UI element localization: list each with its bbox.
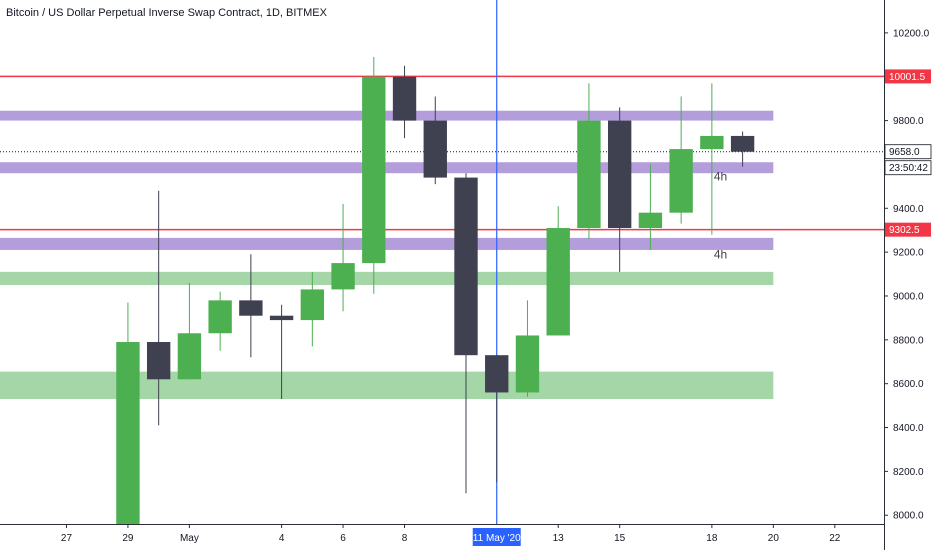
line-price-tag: 9302.5 <box>885 222 931 237</box>
candle-body <box>515 335 540 393</box>
x-tick-label: 13 <box>553 533 565 544</box>
countdown-tag: 23:50:42 <box>885 160 931 175</box>
line-price-tag-bg <box>885 69 931 84</box>
y-tick-label: 8200.0 <box>893 467 924 478</box>
candle-body <box>669 149 693 213</box>
candle-body <box>454 177 478 356</box>
line-price-tag-bg <box>885 222 931 237</box>
zone-band <box>0 110 774 121</box>
candle[interactable] <box>577 83 601 239</box>
candle[interactable] <box>362 57 386 294</box>
current-price-tag-bg <box>885 144 931 159</box>
current-price-tag-border <box>884 144 932 160</box>
candle-body <box>546 228 570 336</box>
x-tick-label: 8 <box>402 533 408 544</box>
candle[interactable] <box>607 107 632 272</box>
candle[interactable] <box>423 96 447 185</box>
line-price-tag: 10001.5 <box>885 69 931 84</box>
candle-body <box>638 212 663 229</box>
zone-bands <box>0 110 774 400</box>
candle-body <box>577 120 601 229</box>
annotation-label[interactable]: 4h <box>714 169 727 183</box>
y-tick-label: 8600.0 <box>893 379 924 390</box>
current-price-tag-text: 9658.0 <box>889 147 920 158</box>
candle-body <box>607 120 632 229</box>
y-tick-label: 10200.0 <box>893 28 930 39</box>
candle[interactable] <box>331 203 355 312</box>
y-tick-label: 8400.0 <box>893 423 924 434</box>
x-tick-label: 4 <box>279 533 285 544</box>
candle-body <box>146 342 171 380</box>
x-tick-label: 18 <box>706 533 718 544</box>
y-tick-label: 8800.0 <box>893 335 924 346</box>
annotation-label[interactable]: 4h <box>714 247 727 261</box>
candle[interactable] <box>638 164 663 250</box>
candle-body <box>423 120 447 178</box>
price-tags: 10001.5 9302.5 9658.0 23:50:42 11 May '20 <box>472 69 932 546</box>
candle-body <box>700 135 724 150</box>
current-price-tag: 9658.0 <box>885 144 931 159</box>
candle-body <box>392 76 417 121</box>
vertical-marker-date-text: 11 May '20 <box>473 533 521 544</box>
x-tick-label: 29 <box>122 533 134 544</box>
x-tick-label: 27 <box>61 533 73 544</box>
candle[interactable] <box>700 83 724 235</box>
vertical-marker-date-bg <box>472 528 521 546</box>
countdown-tag-text: 23:50:42 <box>889 163 928 174</box>
countdown-tag-bg <box>885 160 931 175</box>
line-price-tag-text: 9302.5 <box>889 225 920 236</box>
x-tick-label: May <box>180 533 199 544</box>
candle-body <box>485 355 509 393</box>
candle[interactable] <box>239 254 263 358</box>
candle[interactable] <box>669 96 693 224</box>
candle[interactable] <box>300 271 325 347</box>
y-tick-label: 9000.0 <box>893 291 924 302</box>
candle-body <box>300 289 325 321</box>
candle-body <box>269 315 294 321</box>
y-tick-label: 9800.0 <box>893 116 924 127</box>
candle-body <box>362 76 386 264</box>
candle[interactable] <box>177 282 202 380</box>
y-tick-label: 9400.0 <box>893 204 924 215</box>
vertical-marker-date-tag: 11 May '20 <box>472 528 521 546</box>
candle[interactable] <box>485 355 509 483</box>
zone-band <box>0 371 774 400</box>
zone-band <box>0 237 774 250</box>
candle-body <box>331 263 355 290</box>
x-tick-label: 6 <box>340 533 346 544</box>
candle-body <box>208 300 232 334</box>
candle-body <box>239 300 263 316</box>
candle[interactable] <box>146 190 171 426</box>
candle[interactable] <box>269 304 294 400</box>
annotations: 4h 4h <box>714 169 727 261</box>
candle-body <box>177 333 202 380</box>
y-tick-label: 8000.0 <box>893 511 924 522</box>
candles <box>116 57 755 524</box>
countdown-tag-border <box>884 160 932 176</box>
candle[interactable] <box>730 131 755 167</box>
candle[interactable] <box>208 291 232 351</box>
candle[interactable] <box>116 302 140 524</box>
chart-title: Bitcoin / US Dollar Perpetual Inverse Sw… <box>6 7 327 19</box>
x-tick-label: 22 <box>829 533 841 544</box>
candle[interactable] <box>392 65 417 139</box>
x-tick-label: 20 <box>768 533 780 544</box>
candle[interactable] <box>546 206 570 336</box>
candle[interactable] <box>515 300 540 397</box>
candle-body <box>730 135 755 152</box>
zone-band <box>0 162 774 174</box>
zone-band <box>0 271 774 286</box>
x-tick-label: 15 <box>614 533 626 544</box>
candle[interactable] <box>454 173 478 494</box>
y-tick-label: 9200.0 <box>893 248 924 259</box>
candle-body <box>116 342 140 524</box>
line-price-tag-text: 10001.5 <box>889 72 926 83</box>
